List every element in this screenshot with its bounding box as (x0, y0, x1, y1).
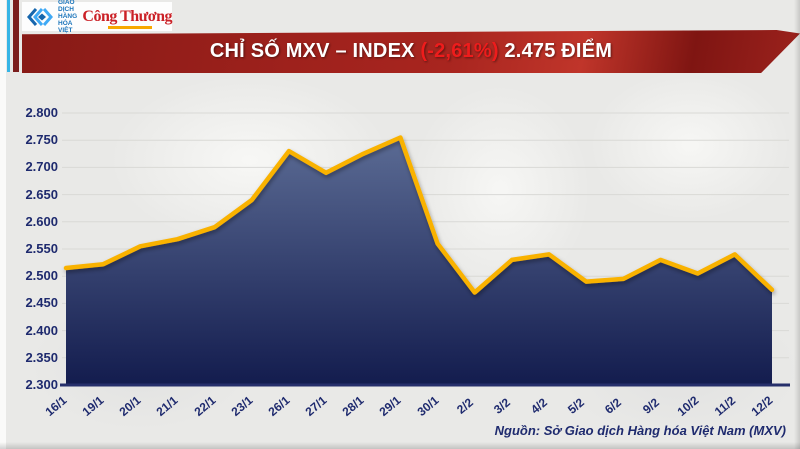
mxv-index-area-chart (60, 112, 790, 387)
change-percent: (-2,61%) (420, 40, 499, 62)
source-credit: Nguồn: Sở Giao dịch Hàng hóa Việt Nam (M… (494, 423, 786, 438)
left-edge (0, 0, 6, 449)
org-line: HÀNG HÓA (58, 13, 78, 27)
chart-series (63, 135, 775, 385)
congthuong-wordmark: Công Thương (82, 7, 172, 25)
title-text: CHỈ SỐ MXV – INDEX (209, 40, 415, 62)
mxv-logo-icon (27, 7, 53, 26)
accent-stripe-cyan (7, 0, 10, 72)
bottom-edge-shadow (0, 442, 800, 449)
page-title: CHỈ SỐ MXV – INDEX (-2,61%) 2.475 ĐIỂM (210, 40, 612, 63)
congthuong-logo: Công Thương (82, 7, 172, 29)
accent-stripe-maroon (13, 0, 19, 72)
title-banner: CHỈ SỐ MXV – INDEX (-2,61%) 2.475 ĐIỂM (22, 30, 800, 73)
index-value: 2.475 ĐIỂM (504, 40, 613, 62)
org-line: SỞ GIAO DỊCH (58, 0, 75, 13)
logo-band: SỞ GIAO DỊCH HÀNG HÓA VIỆT NAM Công Thươ… (22, 0, 172, 41)
right-edge-shadow (794, 0, 800, 449)
congthuong-underline (108, 25, 153, 29)
